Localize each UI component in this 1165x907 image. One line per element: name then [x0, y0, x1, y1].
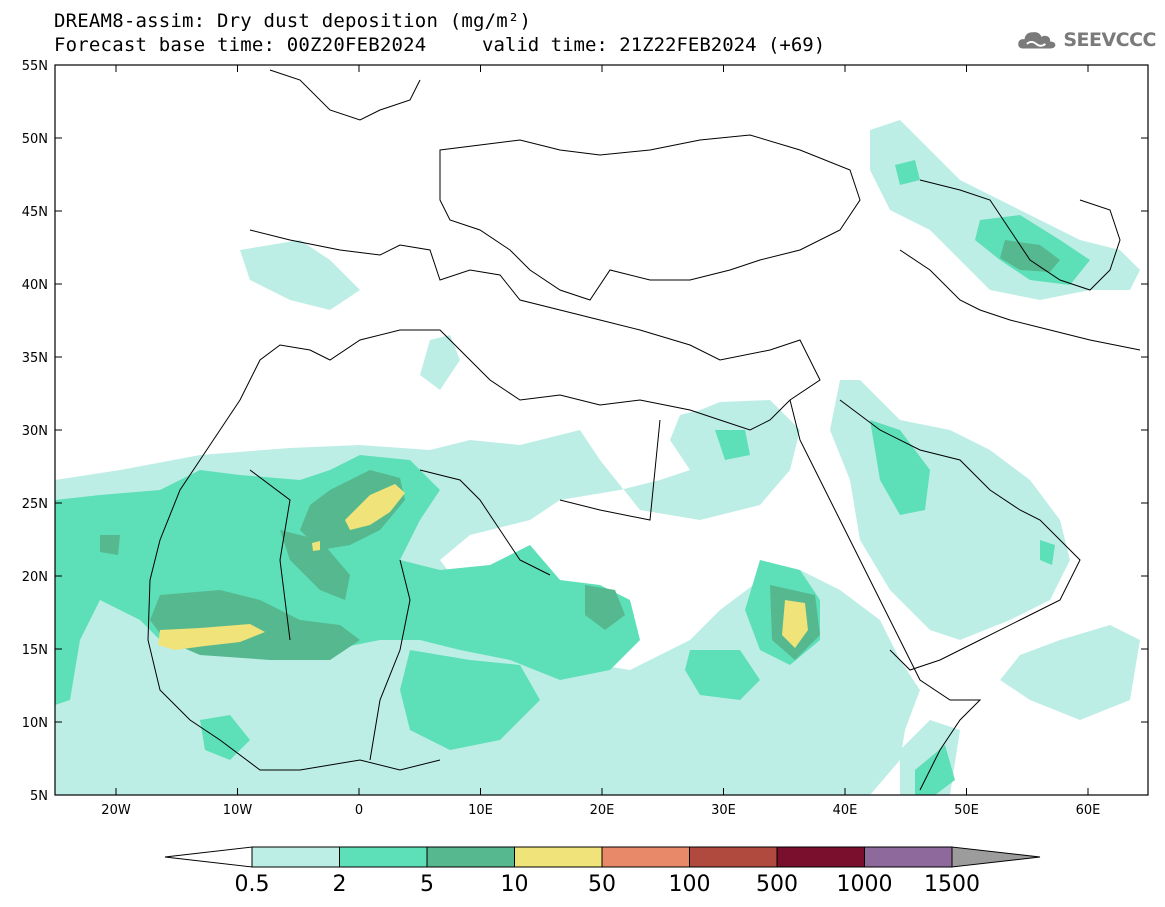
seevccc-logo: SEEVCCC — [1016, 20, 1156, 60]
colorbar-low-arrow — [164, 846, 253, 868]
lon-label: 50E — [954, 803, 979, 818]
dust-level-10 — [158, 484, 808, 650]
lat-label: 20N — [22, 570, 48, 585]
lon-label: 30E — [711, 803, 736, 818]
coastlines — [147, 69, 1141, 791]
colorbar-label: 100 — [669, 872, 711, 897]
colorbar-label: 0.5 — [235, 872, 270, 897]
logo-text: SEEVCCC — [1063, 29, 1156, 51]
lon-label: 0 — [355, 803, 363, 818]
colorbar-label: 2 — [333, 872, 347, 897]
colorbar-segment — [601, 846, 690, 868]
lat-axis: 55N 50N 45N 40N 35N 30N 25N 20N 15N 10N 5N — [22, 59, 1148, 804]
lat-label: 15N — [22, 643, 48, 658]
colorbar-label: 1000 — [837, 872, 893, 897]
lat-label: 55N — [22, 59, 48, 74]
lat-label: 35N — [22, 351, 48, 366]
colorbar: 0.5 2 5 10 50 100 500 1000 1500 — [164, 846, 1041, 897]
colorbar-segment — [689, 846, 778, 868]
dust-fields — [55, 120, 1140, 795]
colorbar-label: 50 — [588, 872, 616, 897]
colorbar-segment — [426, 846, 515, 868]
colorbar-high-arrow — [951, 846, 1041, 868]
lon-label: 60E — [1076, 803, 1101, 818]
colorbar-segment — [776, 846, 865, 868]
lat-label: 50N — [22, 132, 48, 147]
dust-level-0.5 — [55, 120, 1140, 795]
colorbar-segment — [339, 846, 428, 868]
colorbar-label: 10 — [501, 872, 529, 897]
lat-label: 30N — [22, 424, 48, 439]
lon-label: 40E — [833, 803, 858, 818]
forecast-base-time: Forecast base time: 00Z20FEB2024 — [54, 34, 427, 56]
colorbar-label: 500 — [756, 872, 798, 897]
colorbar-segment — [514, 846, 603, 868]
lon-label: 10W — [223, 803, 253, 818]
valid-time: valid time: 21Z22FEB2024 (+69) — [482, 34, 826, 56]
lon-axis: 20W 10W 0 10E 20E 30E 40E 50E 60E — [101, 65, 1100, 818]
lon-label: 10E — [468, 803, 493, 818]
lat-label: 5N — [30, 789, 48, 804]
cloud-logo-icon — [1018, 32, 1056, 49]
colorbar-label: 5 — [420, 872, 434, 897]
colorbar-segment — [864, 846, 953, 868]
lat-label: 40N — [22, 278, 48, 293]
lat-label: 45N — [22, 205, 48, 220]
colorbar-segment — [251, 846, 340, 868]
colorbar-label: 1500 — [924, 872, 980, 897]
lat-label: 25N — [22, 497, 48, 512]
lon-label: 20W — [101, 803, 131, 818]
lat-label: 10N — [22, 716, 48, 731]
map-title: DREAM8-assim: Dry dust deposition (mg/m²… — [54, 10, 532, 32]
lon-label: 20E — [590, 803, 615, 818]
